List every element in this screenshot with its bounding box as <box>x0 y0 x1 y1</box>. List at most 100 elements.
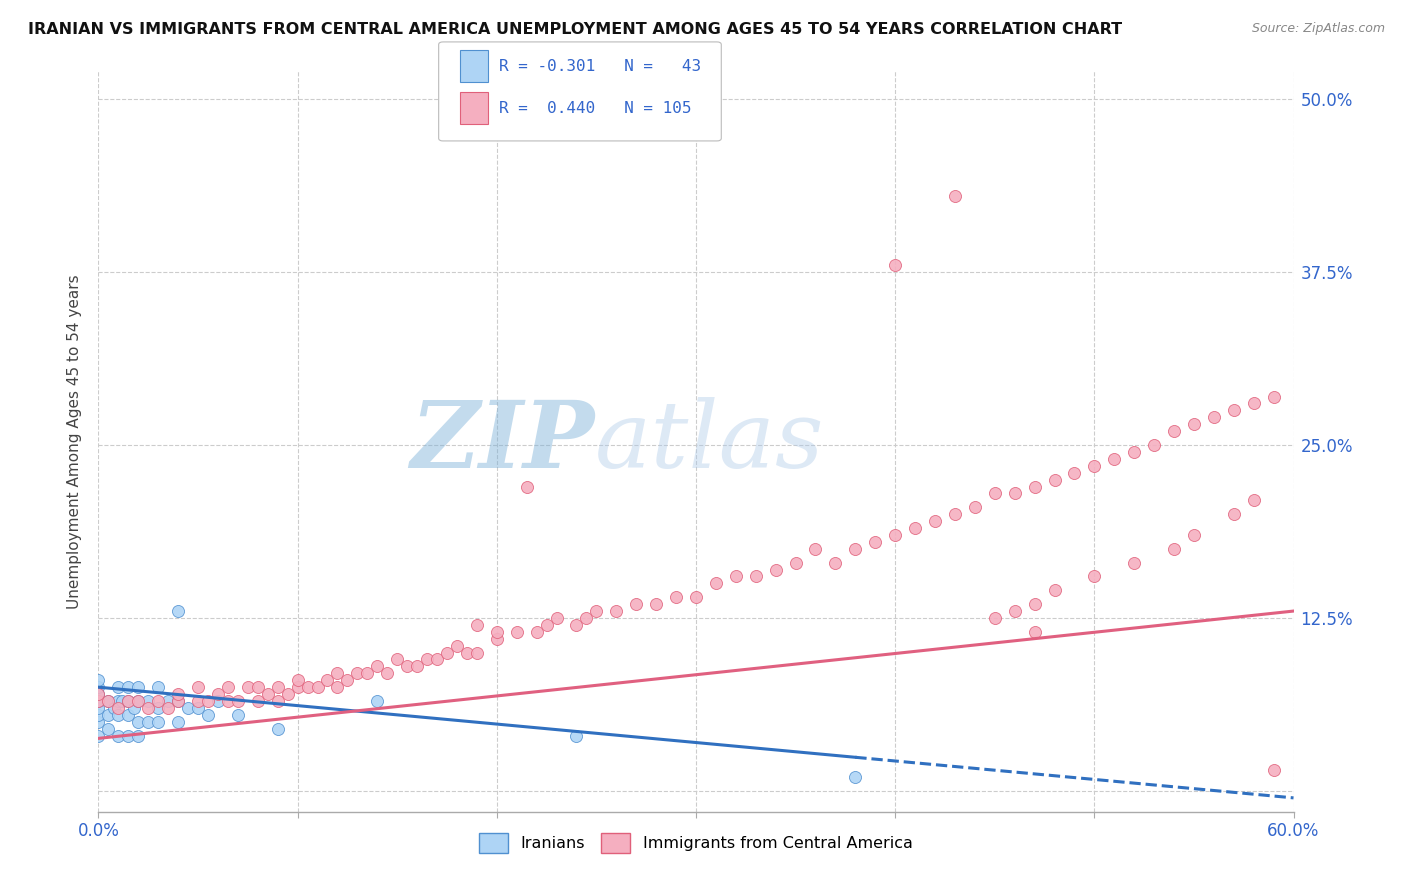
Point <box>575 611 598 625</box>
Point <box>117 694 139 708</box>
Point <box>645 597 668 611</box>
Point <box>1083 569 1105 583</box>
Point <box>1182 417 1205 432</box>
Point <box>127 714 149 729</box>
Point <box>963 500 986 515</box>
Point <box>167 714 190 729</box>
Point <box>97 694 120 708</box>
Text: ZIP: ZIP <box>411 397 595 486</box>
Point <box>704 576 727 591</box>
Point <box>246 694 269 708</box>
Point <box>1263 763 1285 777</box>
Point <box>605 604 627 618</box>
Point <box>326 680 349 694</box>
Point <box>167 604 190 618</box>
Point <box>804 541 827 556</box>
Point <box>1223 403 1246 417</box>
Point <box>426 652 449 666</box>
Point <box>685 591 707 605</box>
Point <box>148 694 170 708</box>
Point <box>117 694 139 708</box>
Point <box>346 666 368 681</box>
Point <box>87 694 110 708</box>
Text: R = -0.301   N =   43: R = -0.301 N = 43 <box>499 59 702 73</box>
Point <box>207 687 229 701</box>
Point <box>97 722 120 736</box>
Point <box>1083 458 1105 473</box>
Point <box>107 694 129 708</box>
Point <box>127 694 149 708</box>
Point <box>824 556 846 570</box>
Point <box>136 694 159 708</box>
Point <box>436 646 458 660</box>
Point <box>236 680 259 694</box>
Point <box>366 694 388 708</box>
Point <box>277 687 299 701</box>
Point <box>1163 424 1185 438</box>
Point <box>197 707 219 722</box>
Point <box>1243 493 1265 508</box>
Point <box>267 680 290 694</box>
Point <box>1063 466 1085 480</box>
Point <box>307 680 329 694</box>
Point <box>117 680 139 694</box>
Point <box>87 714 110 729</box>
Point <box>287 680 309 694</box>
Point <box>87 707 110 722</box>
Point <box>297 680 319 694</box>
Point <box>884 528 907 542</box>
Point <box>267 694 290 708</box>
Y-axis label: Unemployment Among Ages 45 to 54 years: Unemployment Among Ages 45 to 54 years <box>67 274 83 609</box>
Point <box>884 258 907 272</box>
Point <box>316 673 339 688</box>
Point <box>516 479 538 493</box>
Point <box>506 624 529 639</box>
Point <box>536 618 558 632</box>
Point <box>97 694 120 708</box>
Point <box>366 659 388 673</box>
Point <box>124 701 146 715</box>
Point <box>785 556 807 570</box>
Point <box>336 673 359 688</box>
Point <box>1043 473 1066 487</box>
Text: R =  0.440   N = 105: R = 0.440 N = 105 <box>499 101 692 116</box>
Point <box>246 680 269 694</box>
Point <box>1024 597 1046 611</box>
Point <box>217 694 239 708</box>
Point <box>107 701 129 715</box>
Point <box>984 611 1007 625</box>
Legend: Iranians, Immigrants from Central America: Iranians, Immigrants from Central Americ… <box>472 827 920 859</box>
Point <box>943 507 966 521</box>
Point <box>136 714 159 729</box>
Point <box>1123 556 1146 570</box>
Point <box>844 770 866 784</box>
Point <box>148 701 170 715</box>
Point <box>984 486 1007 500</box>
Point <box>406 659 429 673</box>
Point <box>724 569 747 583</box>
Point <box>865 534 887 549</box>
Point <box>87 729 110 743</box>
Point <box>943 189 966 203</box>
Point <box>416 652 439 666</box>
Point <box>107 729 129 743</box>
Point <box>375 666 398 681</box>
Point <box>1243 396 1265 410</box>
Point <box>485 632 508 646</box>
Point <box>87 673 110 688</box>
Point <box>924 514 946 528</box>
Point <box>103 701 125 715</box>
Point <box>665 591 688 605</box>
Point <box>107 680 129 694</box>
Point <box>87 680 110 694</box>
Point <box>765 563 787 577</box>
Point <box>187 680 209 694</box>
Point <box>585 604 607 618</box>
Point <box>1202 410 1225 425</box>
Point <box>127 694 149 708</box>
Point <box>1263 390 1285 404</box>
Point <box>446 639 468 653</box>
Point <box>111 694 134 708</box>
Point <box>1104 451 1126 466</box>
Point <box>148 714 170 729</box>
